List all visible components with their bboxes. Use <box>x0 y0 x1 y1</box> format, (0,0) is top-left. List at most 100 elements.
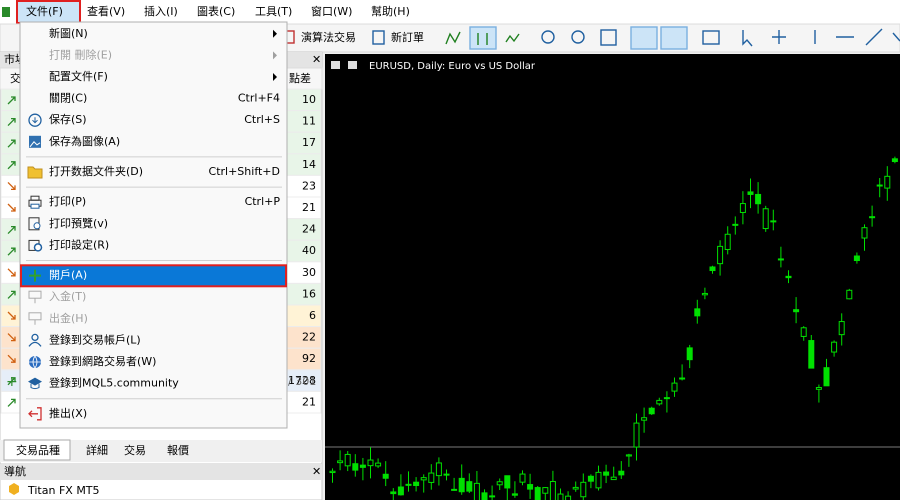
tab-label[interactable]: 交易 <box>124 443 146 457</box>
toolbar-label[interactable]: 演算法交易 <box>301 30 356 44</box>
spread-value: 16 <box>302 287 316 300</box>
panel-close[interactable]: ✕ <box>312 53 321 66</box>
menu-item-label[interactable]: 關閉(C) <box>49 92 87 105</box>
candle-body <box>443 473 450 476</box>
candle-body <box>694 308 701 317</box>
candle-body <box>565 495 572 500</box>
candle-glyph <box>477 33 488 45</box>
navigator-header <box>0 464 322 480</box>
candle-body <box>527 484 534 490</box>
menu-bar-item[interactable]: 圖表(C) <box>197 4 235 18</box>
direction-arrow <box>7 398 16 407</box>
candle-body <box>534 487 541 500</box>
menu-bar-item[interactable]: 文件(F) <box>26 4 63 18</box>
menu-item-label: 入金(T) <box>49 289 86 303</box>
navigator-item[interactable]: Titan FX MT5 <box>27 484 100 497</box>
icon-part <box>28 407 42 421</box>
menu-bar-item[interactable]: 窗口(W) <box>311 4 352 18</box>
spread-value: 22 <box>302 331 316 344</box>
spread-value: 17 <box>302 136 316 149</box>
direction-arrow <box>7 333 16 342</box>
candle-body <box>709 266 716 272</box>
tab-label[interactable]: 詳細 <box>86 443 108 457</box>
candle-body <box>382 473 389 479</box>
candle-body <box>793 309 800 313</box>
line-icon <box>505 33 520 43</box>
candle-body <box>808 340 815 369</box>
tab-label[interactable]: 交易品種 <box>16 443 60 457</box>
menu-item-shortcut: Ctrl+Shift+D <box>209 165 280 178</box>
cursor-icon <box>742 30 753 47</box>
menu-item-label[interactable]: 推出(X) <box>49 406 87 420</box>
chart-icon <box>348 61 357 69</box>
menu-item-label[interactable]: 打印(P) <box>49 194 86 208</box>
candle-body <box>884 175 891 189</box>
menu-bar-item[interactable]: 插入(I) <box>144 4 178 18</box>
candle-body <box>641 417 648 421</box>
candle-body <box>846 289 853 300</box>
menu-icon <box>28 312 42 325</box>
candle-body <box>876 184 883 187</box>
spread-value: 21 <box>302 395 316 408</box>
menu-item-label[interactable]: 配置文件(F) <box>49 69 108 83</box>
candle-body <box>861 227 868 239</box>
menu-icon <box>28 333 42 347</box>
menu-bar-item[interactable]: 工具(T) <box>255 5 292 18</box>
menu-item-label[interactable]: 保存為圖像(A) <box>49 134 120 148</box>
panel-close[interactable]: ✕ <box>312 465 321 478</box>
menu-item-label[interactable]: 登錄到交易帳戶(L) <box>49 332 141 346</box>
menu-item-label[interactable]: 新圖(N) <box>49 26 88 40</box>
toolbar-icons <box>283 26 900 50</box>
submenu-arrow <box>273 51 277 60</box>
candle-body <box>755 193 762 205</box>
menu-icon <box>28 290 42 304</box>
tabs: 交易品種 詳細 交易 報價 <box>3 439 189 461</box>
menu-bar-item[interactable]: 幫助(H) <box>371 4 410 18</box>
candle-body <box>815 387 822 390</box>
candle-body <box>367 459 374 467</box>
add-symbol[interactable]: + <box>6 374 18 390</box>
spread-value: 24 <box>302 223 316 236</box>
menu-item-label[interactable]: 開戶(A) <box>49 269 87 282</box>
menu-item-label[interactable]: 登錄到網路交易者(W) <box>49 354 156 368</box>
active-tab <box>3 439 71 461</box>
direction-arrow <box>7 247 16 256</box>
spread-value: 11 <box>302 115 316 128</box>
menu-icon <box>27 166 43 179</box>
file-menu-items: 新圖(N) 打開 刪除(E) 配置文件(F) 關閉(C) Ctrl+F4 保存(S) Ctr… <box>20 26 287 421</box>
icon-part <box>29 141 41 148</box>
spread-value: 1728 <box>288 374 316 387</box>
menu-icon <box>28 217 41 231</box>
menu-icon <box>29 135 41 148</box>
menu-item-label[interactable]: 打开数据文件夹(D) <box>49 164 143 178</box>
candle-body <box>785 275 792 279</box>
menu-item-label[interactable]: 保存(S) <box>49 112 87 126</box>
direction-arrow <box>7 117 16 127</box>
tab-label[interactable]: 報價 <box>167 443 189 457</box>
menu-icon <box>28 113 42 127</box>
candle-body <box>663 397 670 400</box>
crosshair-icon <box>772 30 786 44</box>
candle-body <box>375 462 382 467</box>
toolbar-label[interactable]: 新訂單 <box>391 30 424 44</box>
icon-part <box>30 195 40 201</box>
candle-body <box>489 495 496 498</box>
candle-body <box>800 327 807 337</box>
candle-body <box>344 453 351 467</box>
menu-bar-item[interactable]: 查看(V) <box>87 4 125 18</box>
menu-item-label[interactable]: 打印預覽(v) <box>49 216 108 230</box>
candle-body <box>869 216 876 219</box>
menu-item-label: 出金(H) <box>49 311 88 325</box>
menu-item-label[interactable]: 打印設定(R) <box>49 237 109 251</box>
icon-part <box>30 383 40 390</box>
menu-item-label[interactable]: 登錄到MQL5.community <box>49 376 179 390</box>
candle-body <box>686 347 693 361</box>
chart-icon <box>331 61 340 69</box>
candle-body <box>823 367 830 387</box>
icon-part <box>30 203 40 209</box>
candle-body <box>618 470 625 476</box>
candle-body <box>329 470 336 474</box>
scroll-icon <box>660 26 688 50</box>
spread-value: 14 <box>302 158 316 171</box>
